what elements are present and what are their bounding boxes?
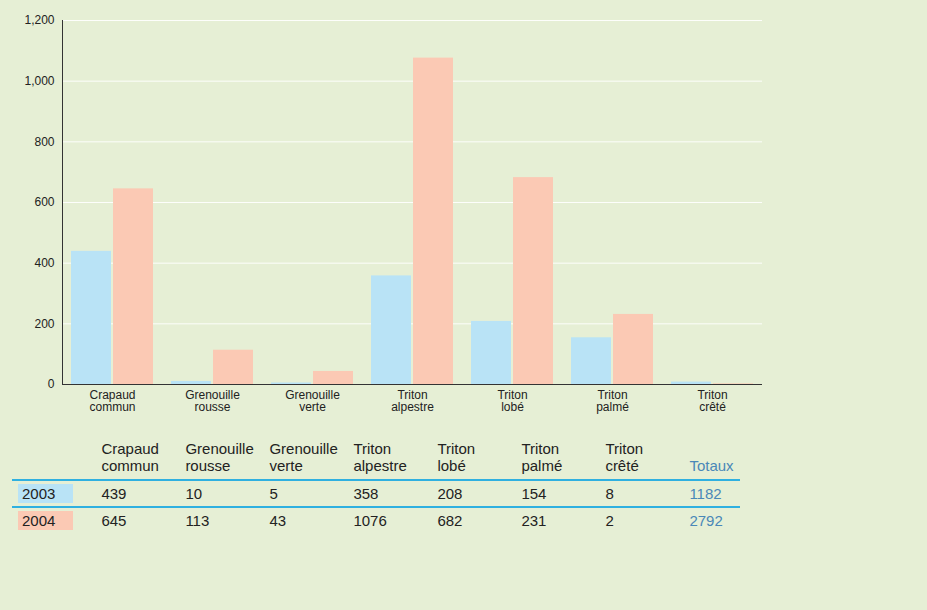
svg-text:600: 600 (34, 195, 54, 209)
html-text:439: 439 (101, 484, 127, 502)
html-text:113: 113 (185, 511, 210, 529)
html-text:2003: 2003 (22, 484, 56, 502)
html-text:palmé: palmé (521, 457, 563, 475)
html-text:43: 43 (269, 511, 287, 529)
html-text:Crapaud: Crapaud (101, 440, 159, 457)
html-text:358: 358 (353, 484, 379, 502)
html-text:5: 5 (269, 484, 278, 502)
html-text:Totaux: Totaux (689, 457, 734, 475)
svg-text:Grenouilleverte: Grenouilleverte (285, 388, 340, 414)
svg-text:1,200: 1,200 (24, 13, 54, 27)
svg-text:Grenouillerousse: Grenouillerousse (185, 388, 240, 414)
html-text:8: 8 (605, 484, 614, 502)
html-text:rousse: rousse (185, 457, 231, 475)
svg-text:Tritonalpestre: Tritonalpestre (391, 388, 434, 414)
html-text:Grenouille: Grenouille (185, 440, 254, 457)
html-text:208: 208 (437, 484, 463, 502)
html-text:231: 231 (521, 511, 547, 529)
html-text:Grenouille: Grenouille (269, 440, 338, 457)
html-text:2004: 2004 (22, 511, 56, 529)
html-text:682: 682 (437, 511, 463, 529)
html-text:154: 154 (521, 484, 547, 502)
html-text:Triton: Triton (353, 440, 392, 457)
html-text:10: 10 (185, 484, 203, 502)
html-text:1182: 1182 (689, 484, 722, 502)
svg-text:Tritoncrêté: Tritoncrêté (697, 388, 727, 414)
html-text:Triton: Triton (521, 440, 560, 457)
html-text:alpestre: alpestre (353, 457, 407, 475)
html-text:lobé: lobé (437, 457, 466, 475)
html-text:645: 645 (101, 511, 127, 529)
html-text:Triton: Triton (437, 440, 476, 457)
html-text:1076: 1076 (353, 511, 387, 529)
svg-text:Tritonpalmé: Tritonpalmé (596, 388, 629, 414)
svg-text:Tritonlobé: Tritonlobé (497, 388, 527, 414)
svg-text:800: 800 (34, 135, 54, 149)
html-text:Triton: Triton (605, 440, 644, 457)
html-text:verte: verte (269, 457, 303, 475)
html-text:commun: commun (101, 457, 159, 475)
svg-text:400: 400 (34, 256, 54, 270)
svg-text:0: 0 (48, 377, 55, 391)
html-text:crêté: crêté (605, 457, 639, 475)
svg-text:1,000: 1,000 (24, 74, 54, 88)
html-text:2: 2 (605, 511, 614, 529)
svg-text:200: 200 (34, 317, 54, 331)
html-text:2792: 2792 (689, 511, 723, 529)
svg-text:Crapaudcommun: Crapaudcommun (89, 388, 135, 414)
